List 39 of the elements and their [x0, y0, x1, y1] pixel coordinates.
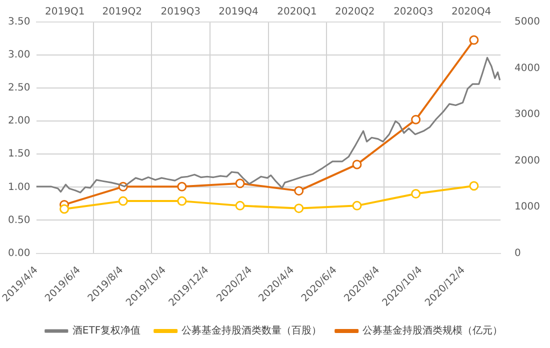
legend-label: 公募基金持股酒类规模（亿元）	[362, 324, 503, 337]
point	[294, 204, 304, 214]
y2-tick-label: 1000	[514, 202, 540, 213]
x2-tick-label: 2020Q1	[277, 6, 317, 18]
x2-tick-label: 2020Q3	[394, 6, 434, 18]
x2-tick-label: 2020Q2	[335, 6, 375, 18]
point	[352, 160, 362, 170]
point	[411, 114, 421, 124]
point	[469, 181, 479, 191]
y-tick-label: 2.00	[8, 116, 30, 127]
x2-tick-label: 2019Q3	[160, 6, 200, 18]
y2-tick-label: 0	[514, 248, 521, 259]
legend-label: 酒ETF复权净值	[72, 324, 141, 337]
point	[235, 178, 245, 188]
x2-tick-label: 2019Q2	[102, 6, 142, 18]
point	[60, 204, 70, 214]
y-tick-label: 2.50	[8, 82, 30, 94]
y-tick-label: 0.50	[8, 214, 30, 226]
point	[177, 182, 187, 192]
y2-tick-label: 2000	[514, 155, 540, 166]
y-tick-label: 3.50	[8, 16, 30, 28]
point	[235, 200, 245, 210]
y2-tick-label: 3000	[514, 109, 540, 120]
y-tick-label: 0.00	[8, 248, 30, 259]
y2-tick-label: 5000	[514, 16, 540, 28]
y-tick-label: 1.50	[8, 148, 30, 160]
x2-tick-label: 2019Q1	[45, 6, 85, 18]
y-tick-label: 3.00	[8, 50, 30, 61]
point	[469, 35, 479, 45]
point	[177, 196, 187, 206]
point	[294, 186, 304, 196]
point	[118, 196, 128, 206]
x2-tick-label: 2020Q4	[451, 6, 492, 18]
y2-tick-label: 4000	[514, 62, 540, 74]
point	[352, 200, 362, 210]
legend-label: 公募基金持股酒类数量（百股）	[182, 324, 322, 337]
y-tick-label: 1.00	[8, 182, 30, 193]
x2-tick-label: 2019Q4	[218, 6, 258, 18]
point	[411, 189, 421, 199]
